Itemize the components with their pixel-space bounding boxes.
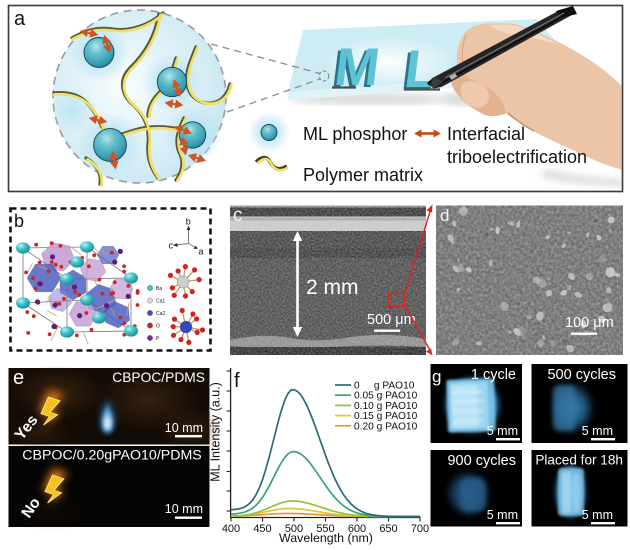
svg-text:Ca2: Ca2 [156,311,165,317]
svg-text:Polymer matrix: Polymer matrix [303,165,423,185]
svg-text:100 μm: 100 μm [565,315,614,331]
svg-text:900 cycles: 900 cycles [447,453,516,469]
svg-text:600: 600 [348,523,366,535]
svg-text:b: b [14,211,24,231]
svg-text:Wavelength (nm): Wavelength (nm) [279,531,373,545]
svg-text:CBPOC/PDMS: CBPOC/PDMS [112,370,205,385]
svg-text:ML Intensity (a.u.): ML Intensity (a.u.) [210,382,223,482]
svg-text:Ca1: Ca1 [156,299,165,305]
svg-text:Placed for 18h: Placed for 18h [535,453,623,468]
svg-text:0.05 g PAO10: 0.05 g PAO10 [354,391,418,402]
svg-text:650: 650 [379,523,397,535]
svg-text:5 mm: 5 mm [582,424,613,438]
svg-text:triboelectrification: triboelectrification [447,147,587,167]
svg-text:a: a [14,8,26,30]
svg-text:450: 450 [253,523,271,535]
svg-text:CBPOC/0.20gPAO10/PDMS: CBPOC/0.20gPAO10/PDMS [22,448,202,464]
svg-text:P: P [156,336,160,342]
svg-text:500: 500 [285,523,303,535]
svg-text:5 mm: 5 mm [582,508,613,522]
svg-text:1 cycle: 1 cycle [471,367,516,383]
svg-text:c: c [169,241,174,251]
svg-text:M: M [329,40,380,99]
svg-text:5 mm: 5 mm [487,508,518,522]
svg-text:L: L [399,42,439,101]
svg-text:b: b [186,217,191,227]
svg-text:d: d [440,206,449,225]
svg-text:2 mm: 2 mm [306,276,359,299]
svg-text:700: 700 [411,523,429,535]
svg-text:400: 400 [222,523,240,535]
svg-text:ML phosphor: ML phosphor [303,124,407,144]
svg-text:Ba: Ba [156,286,162,292]
svg-text:0 g PAO10: 0 g PAO10 [354,381,415,392]
svg-text:e: e [13,367,24,389]
svg-text:0.20 g PAO10: 0.20 g PAO10 [354,421,418,432]
svg-text:5 mm: 5 mm [487,424,518,438]
svg-text:g: g [432,367,441,386]
svg-text:0.15 g PAO10: 0.15 g PAO10 [354,411,418,422]
svg-text:10 mm: 10 mm [165,502,203,516]
svg-text:500 μm: 500 μm [367,312,416,328]
svg-text:O: O [156,324,160,330]
svg-text:f: f [234,370,240,392]
svg-text:0.10 g PAO10: 0.10 g PAO10 [354,401,418,412]
svg-text:a: a [199,247,204,257]
svg-text:Interfacial: Interfacial [447,124,525,144]
svg-text:c: c [233,205,243,226]
svg-text:550: 550 [316,523,334,535]
svg-text:500 cycles: 500 cycles [547,367,616,383]
svg-text:10 mm: 10 mm [165,421,203,435]
